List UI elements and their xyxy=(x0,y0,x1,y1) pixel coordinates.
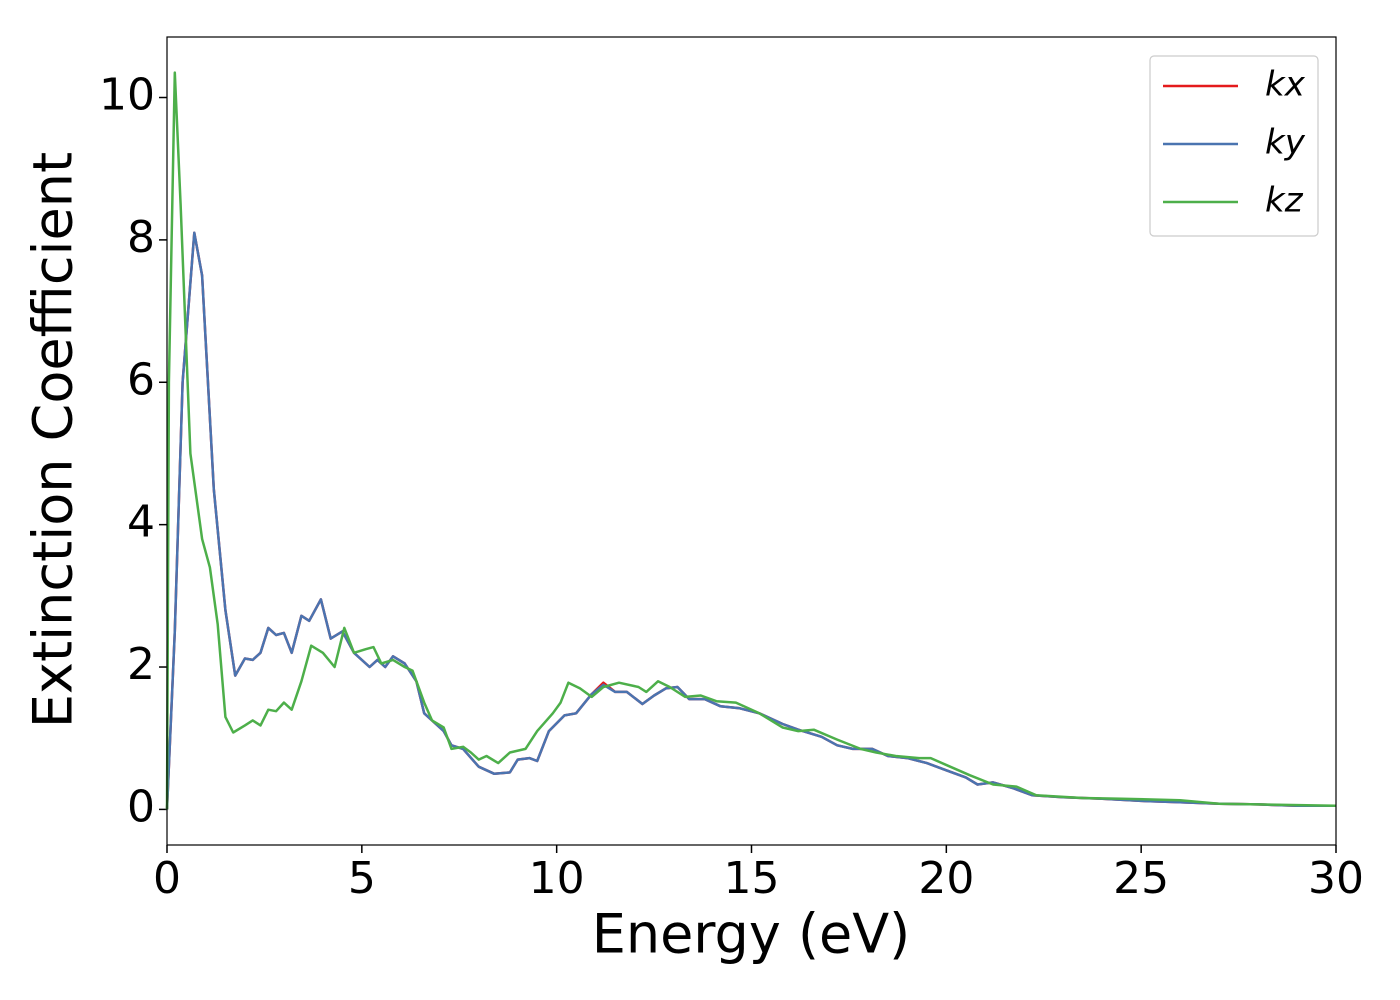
line-series xyxy=(165,231,1336,810)
x-tick-label: 10 xyxy=(529,853,585,904)
legend-label: kz xyxy=(1265,181,1304,221)
y-tick-label: 2 xyxy=(127,639,155,690)
legend-label: kx xyxy=(1265,65,1306,105)
plot-frame xyxy=(166,36,1337,846)
legend-box xyxy=(1149,55,1319,237)
y-tick-label: 10 xyxy=(99,70,155,121)
x-tick-label: 30 xyxy=(1308,853,1364,904)
y-tick-label: 8 xyxy=(127,212,155,263)
x-tick-label: 15 xyxy=(724,853,780,904)
y-tick-label: 0 xyxy=(127,781,155,832)
y-axis-label: Extinction Coefficient xyxy=(22,152,85,728)
y-tick-label: 6 xyxy=(127,354,155,405)
x-tick-label: 20 xyxy=(918,853,974,904)
x-tick-label: 0 xyxy=(153,853,181,904)
line-series xyxy=(165,71,1337,810)
x-axis-label: Energy (eV) xyxy=(592,903,911,966)
line-series xyxy=(165,231,1336,810)
legend-label: ky xyxy=(1265,123,1306,163)
y-tick-label: 4 xyxy=(127,497,155,548)
x-tick-label: 5 xyxy=(348,853,376,904)
x-tick-label: 25 xyxy=(1113,853,1169,904)
